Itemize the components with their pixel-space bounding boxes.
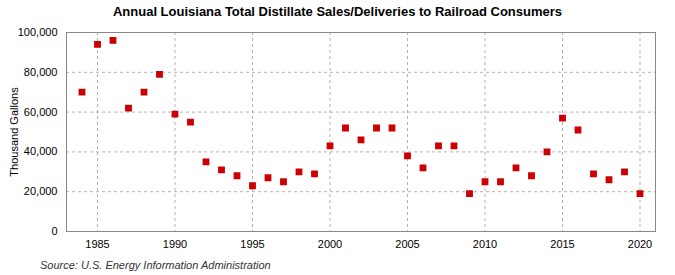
svg-text:2015: 2015 [550,238,574,250]
svg-text:100,000: 100,000 [18,26,58,38]
svg-text:60,000: 60,000 [24,106,58,118]
svg-text:1990: 1990 [163,238,187,250]
svg-text:80,000: 80,000 [24,66,58,78]
html-text:Annual Louisiana Total Distill: Annual Louisiana Total Distillate Sales/… [112,4,562,19]
svg-text:2000: 2000 [318,238,342,250]
svg-text:1985: 1985 [85,238,109,250]
svg-text:40,000: 40,000 [24,145,58,157]
svg-text:0: 0 [51,225,57,237]
svg-text:2010: 2010 [473,238,497,250]
svg-text:Thousand Gallons: Thousand Gallons [8,87,20,177]
html-text:Source: U.S. Energy Informatio: Source: U.S. Energy Information Administ… [40,259,271,271]
svg-text:2005: 2005 [395,238,419,250]
svg-text:1995: 1995 [240,238,264,250]
svg-text:20,000: 20,000 [24,185,58,197]
svg-text:2020: 2020 [628,238,652,250]
